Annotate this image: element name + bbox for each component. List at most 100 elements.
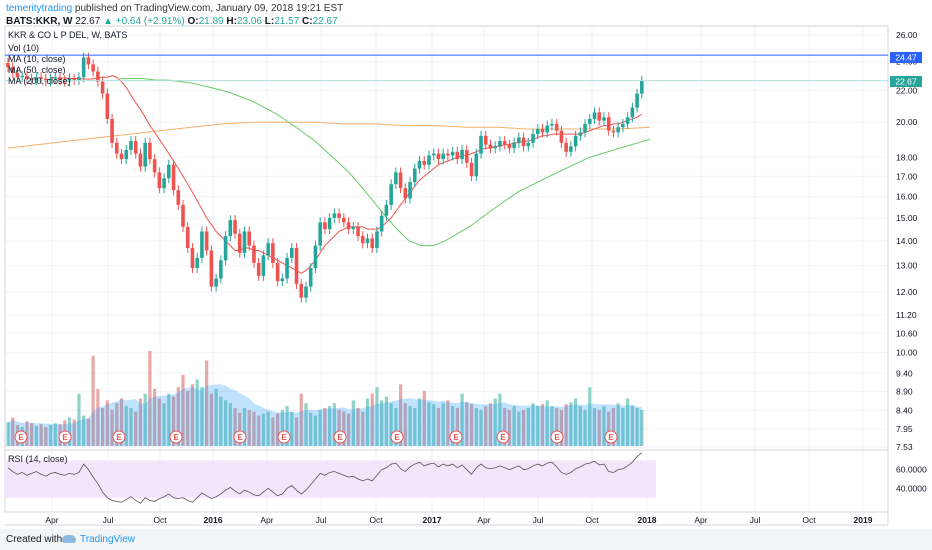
candle-body	[360, 236, 365, 244]
candle	[583, 118, 587, 138]
volume-bar	[143, 393, 147, 446]
volume-bar	[630, 406, 634, 446]
candle-body	[223, 236, 228, 261]
y-tick-label: 20.00	[896, 117, 918, 127]
volume-bar	[205, 360, 209, 446]
earnings-label: E	[237, 433, 243, 442]
candle-body	[86, 57, 91, 65]
candle-body	[616, 127, 620, 133]
candle-body	[611, 130, 616, 133]
candle-body	[375, 231, 379, 249]
volume-bar	[607, 411, 611, 446]
publish-header: temeritytrading published on TradingView…	[6, 2, 343, 15]
candle	[39, 72, 43, 84]
y-tick-label: 18.00	[896, 152, 918, 162]
earnings-circle	[112, 430, 126, 444]
y-tick-label: 26.00	[896, 30, 918, 40]
volume-bar	[564, 404, 568, 446]
footer: Created with TradingView	[0, 529, 932, 550]
open-value: 21.89	[198, 16, 224, 27]
candle	[308, 263, 313, 292]
candle-body	[138, 153, 143, 167]
volume-bar	[167, 393, 171, 446]
candle-body	[507, 144, 512, 149]
candle-body	[308, 268, 313, 287]
candle-body	[162, 178, 166, 189]
candle-body	[531, 134, 535, 143]
y-tick-label: 7.95	[896, 424, 913, 434]
candle-body	[200, 231, 204, 258]
volume-bar	[115, 403, 119, 446]
earnings-marker: E	[277, 430, 291, 444]
candle	[469, 157, 474, 182]
candle-body	[597, 112, 602, 121]
tradingview-logo[interactable]: TradingView	[62, 534, 135, 545]
legend-ma50: MA (50, close)	[8, 65, 66, 75]
volume-bar	[380, 400, 384, 446]
y-tick-label: 9.40	[896, 368, 913, 378]
candle	[204, 226, 209, 256]
candle-body	[394, 172, 398, 185]
candle-body	[20, 75, 24, 78]
candle	[559, 125, 564, 148]
resistance-tag-bg	[890, 52, 922, 63]
candle-body	[256, 262, 261, 276]
x-tick-label: Oct	[153, 515, 167, 525]
candle	[564, 137, 568, 157]
candle-body	[498, 141, 502, 147]
earnings-label: E	[337, 433, 343, 442]
candle	[337, 208, 341, 223]
volume-bar	[417, 398, 422, 446]
candle	[228, 215, 233, 242]
candle	[398, 167, 403, 194]
volume-bar	[460, 393, 464, 446]
candle-body	[114, 142, 119, 154]
volume-bar	[119, 398, 124, 446]
x-tick-label: Jul	[750, 515, 761, 525]
candle	[271, 238, 275, 268]
y-tick-label: 8.90	[896, 386, 913, 396]
volume-bar	[626, 398, 630, 446]
candle	[129, 136, 133, 155]
volume-bar	[77, 393, 81, 446]
candle	[332, 208, 337, 223]
candle-body	[313, 245, 318, 269]
y-tick-label: 14.00	[896, 236, 918, 246]
volume-bar	[91, 355, 95, 446]
candle	[635, 88, 639, 113]
candle	[498, 136, 502, 152]
volume-bar	[583, 409, 587, 446]
candle-body	[77, 77, 81, 81]
candle	[100, 76, 105, 99]
candle	[455, 146, 460, 165]
rsi-band-fill	[6, 460, 656, 498]
volume-bar	[455, 408, 459, 446]
candle	[460, 145, 464, 165]
ma200-line	[7, 121, 651, 149]
volume-bar	[219, 396, 223, 446]
candle-body	[379, 215, 384, 232]
author-link[interactable]: temeritytrading	[6, 3, 73, 14]
candle-body	[635, 93, 639, 108]
candle-body	[252, 245, 256, 263]
volume-bar	[332, 403, 336, 446]
volume-bar	[526, 408, 530, 446]
candle	[110, 113, 114, 148]
volume-bar	[569, 402, 573, 446]
candle-body	[460, 149, 464, 160]
volume-bar	[190, 384, 195, 446]
earnings-circle	[233, 430, 247, 444]
earnings-marker: E	[58, 430, 72, 444]
candle-body	[318, 222, 322, 246]
candle-body	[171, 164, 176, 191]
rsi-band	[6, 460, 656, 498]
candle	[389, 179, 393, 210]
volume-bar	[313, 415, 318, 446]
candle-body	[625, 117, 630, 124]
candle	[502, 136, 507, 150]
volume-bar	[597, 409, 601, 446]
volume-bar	[157, 398, 161, 446]
candle	[280, 273, 285, 287]
candle-body	[602, 117, 606, 121]
